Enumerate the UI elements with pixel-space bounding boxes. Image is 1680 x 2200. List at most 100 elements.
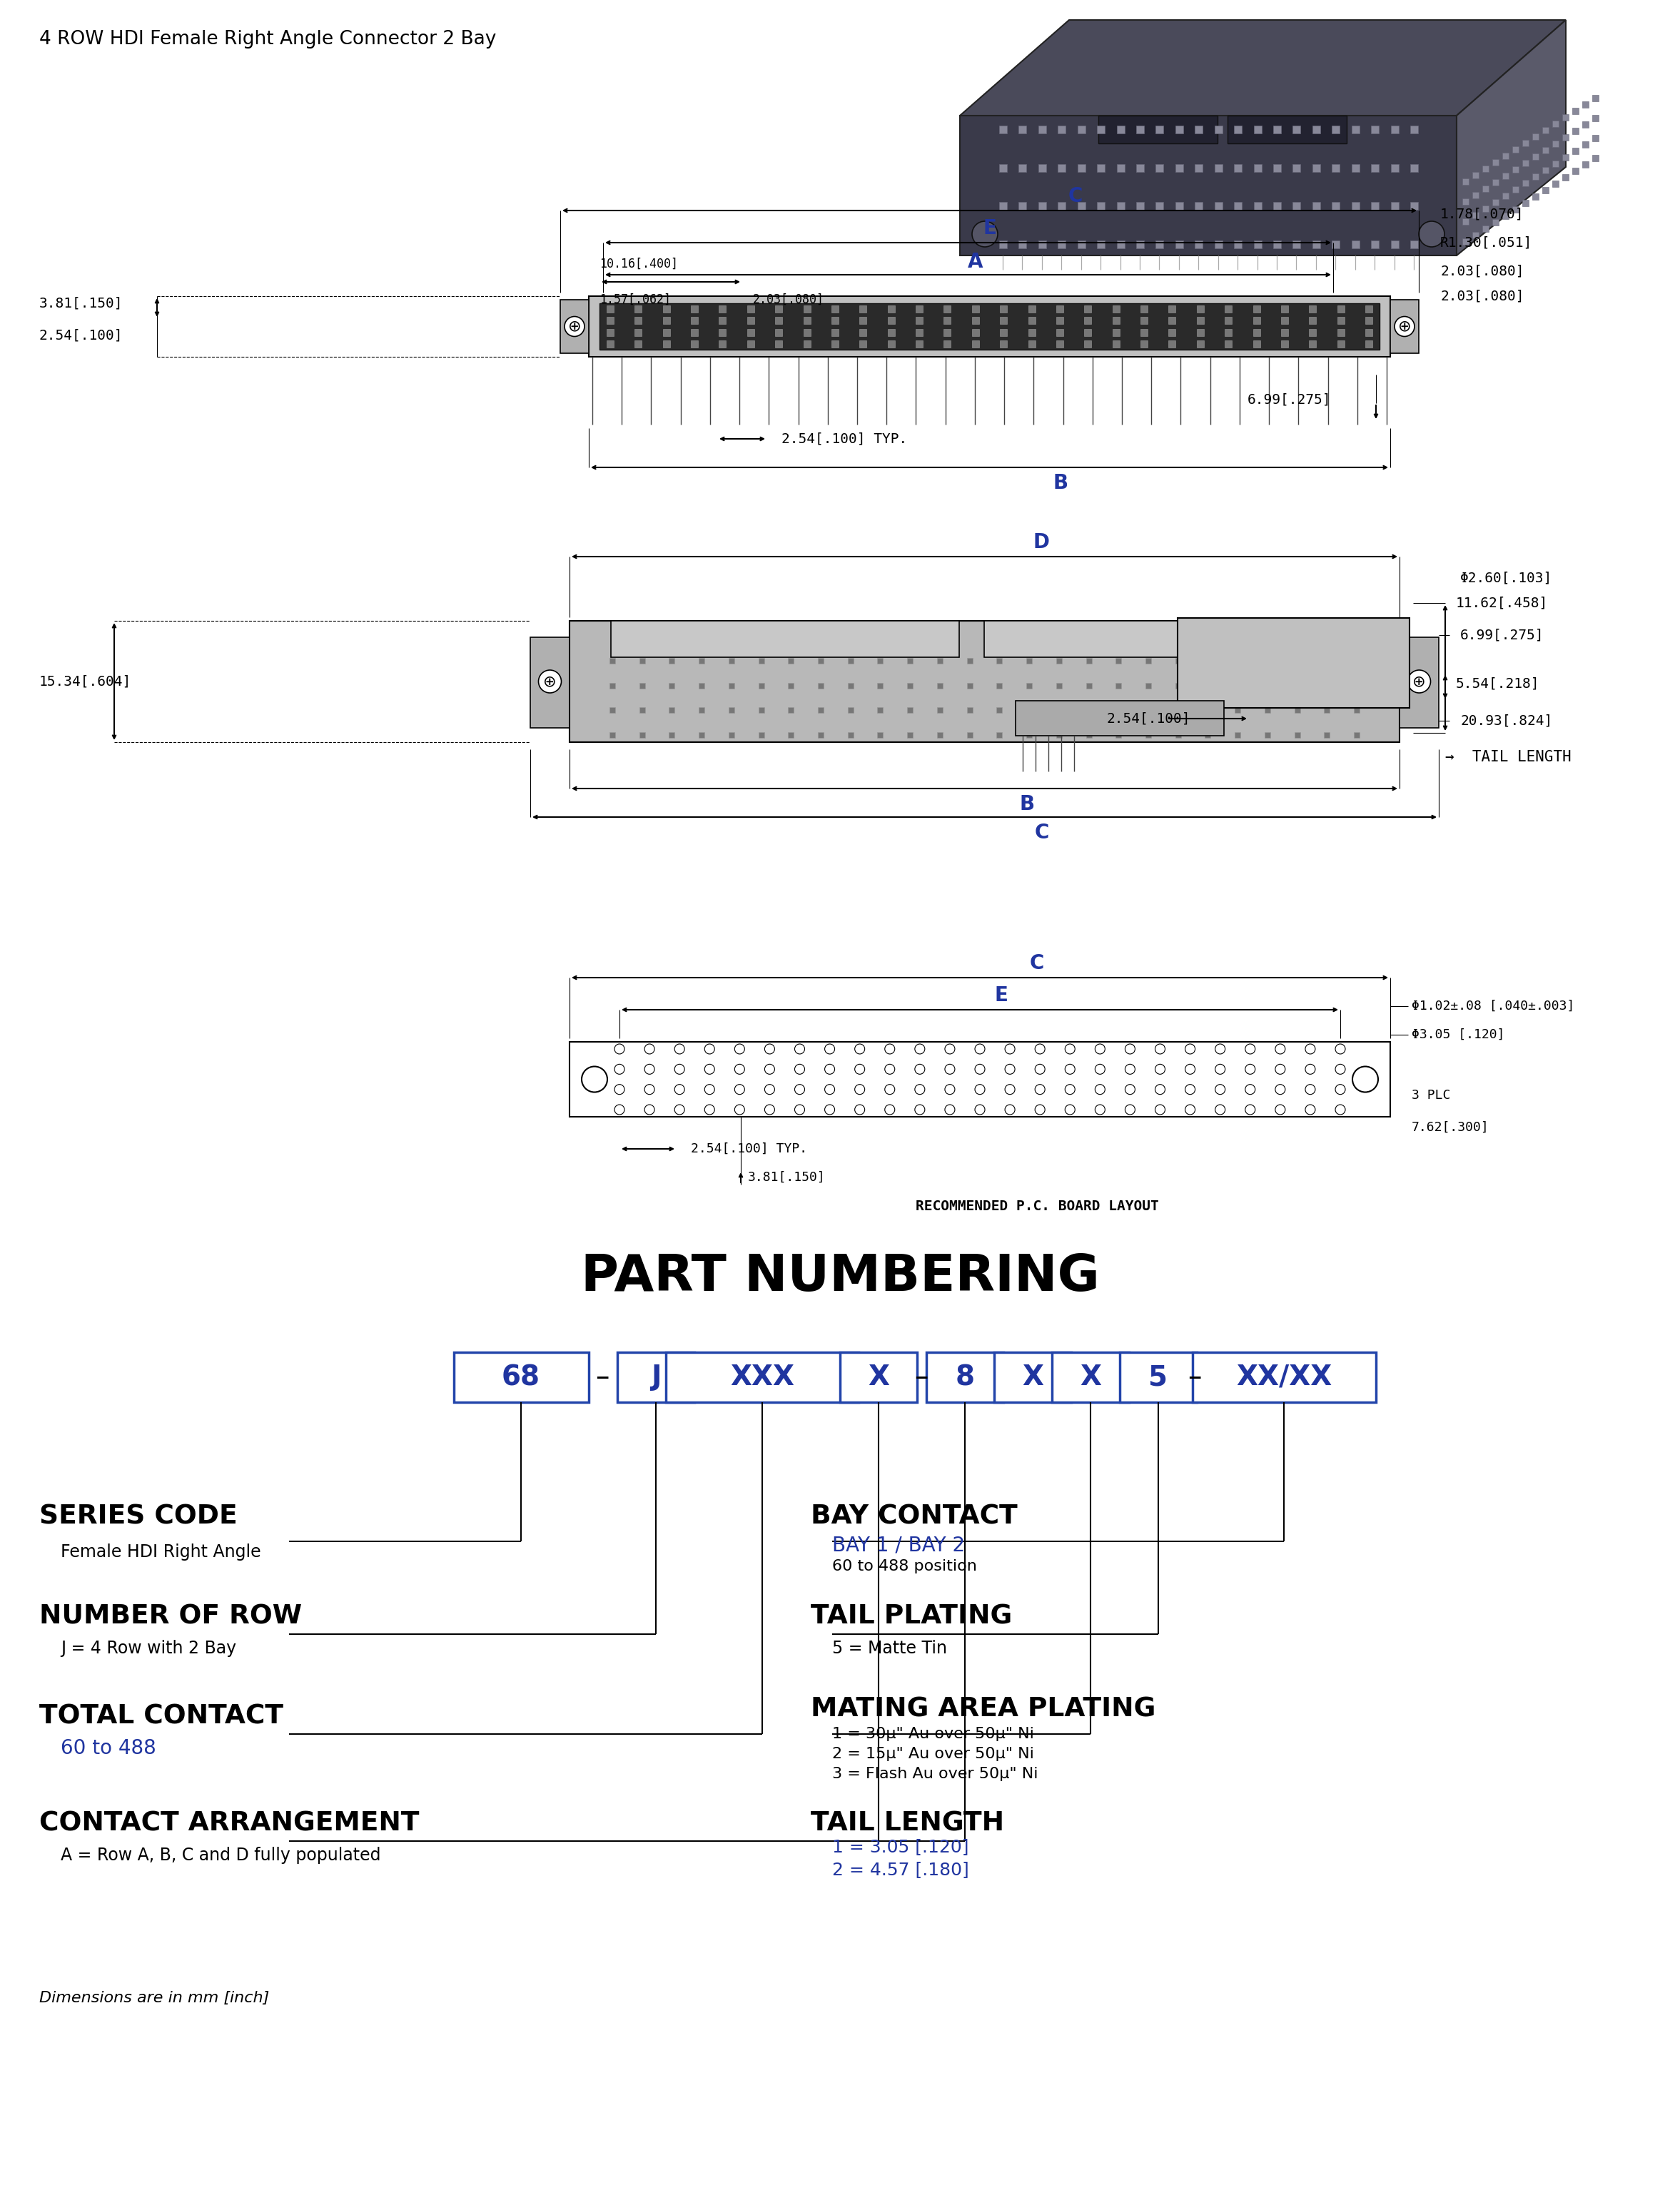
Bar	[877, 682, 884, 689]
Bar	[832, 306, 838, 312]
Text: –: –	[914, 1364, 929, 1390]
Bar	[1018, 240, 1026, 249]
Text: X: X	[1021, 1364, 1043, 1390]
Bar	[1077, 163, 1085, 172]
Text: B: B	[1020, 794, 1035, 814]
Text: 5.54[.218]: 5.54[.218]	[1457, 678, 1541, 691]
Bar	[1253, 317, 1260, 323]
Bar	[1492, 198, 1499, 205]
Bar	[1583, 161, 1589, 167]
Bar	[1235, 125, 1242, 134]
Bar	[1136, 202, 1144, 209]
Bar	[1294, 733, 1300, 737]
Bar	[1028, 341, 1035, 348]
Bar	[1280, 317, 1289, 323]
Bar	[1225, 317, 1231, 323]
Bar	[1492, 158, 1499, 165]
Bar	[1332, 163, 1339, 172]
Bar	[1235, 202, 1242, 209]
Text: TOTAL CONTACT: TOTAL CONTACT	[39, 1703, 284, 1729]
Bar	[1176, 682, 1181, 689]
Bar	[1057, 341, 1063, 348]
Text: BAY CONTACT: BAY CONTACT	[811, 1503, 1018, 1529]
Bar	[1235, 163, 1242, 172]
Text: J = 4 Row with 2 Bay: J = 4 Row with 2 Bay	[60, 1639, 237, 1657]
Bar	[1085, 658, 1092, 664]
Circle shape	[1305, 1104, 1315, 1115]
Bar	[1309, 317, 1315, 323]
Bar	[803, 306, 810, 312]
Bar	[973, 306, 979, 312]
Text: 68: 68	[502, 1364, 541, 1390]
Bar	[1121, 1353, 1196, 1401]
Text: E: E	[983, 218, 996, 238]
Bar	[1502, 152, 1509, 158]
Circle shape	[974, 1065, 984, 1074]
Bar	[1058, 163, 1065, 172]
Bar	[1593, 154, 1599, 161]
Bar	[1265, 733, 1270, 737]
Bar	[1312, 240, 1320, 249]
Bar	[1273, 163, 1282, 172]
Bar	[1410, 125, 1418, 134]
Bar	[1028, 306, 1035, 312]
Bar	[1085, 733, 1092, 737]
Bar	[610, 733, 615, 737]
Bar	[1253, 163, 1262, 172]
Text: 1.57[.062]: 1.57[.062]	[600, 293, 670, 306]
Bar	[937, 733, 942, 737]
Bar	[1532, 134, 1539, 141]
Bar	[788, 733, 795, 737]
Circle shape	[825, 1065, 835, 1074]
Bar	[635, 317, 642, 323]
Bar	[1225, 341, 1231, 348]
Circle shape	[825, 1104, 835, 1115]
Bar	[1265, 708, 1270, 713]
Bar	[635, 306, 642, 312]
Text: 2.54[.100]: 2.54[.100]	[1105, 713, 1189, 726]
Bar	[454, 1353, 588, 1401]
Text: NUMBER OF ROW: NUMBER OF ROW	[39, 1604, 302, 1630]
Circle shape	[764, 1065, 774, 1074]
Bar	[1265, 658, 1270, 664]
Circle shape	[1065, 1104, 1075, 1115]
Bar	[1057, 682, 1062, 689]
Bar	[1000, 341, 1006, 348]
Bar	[1026, 708, 1032, 713]
Bar	[1324, 658, 1331, 664]
Bar	[860, 341, 867, 348]
Bar	[617, 1353, 694, 1401]
Circle shape	[1126, 1104, 1136, 1115]
Bar	[803, 341, 810, 348]
Text: C: C	[1068, 187, 1082, 207]
Bar	[818, 658, 823, 664]
Text: R1.30[.051]: R1.30[.051]	[1440, 235, 1532, 249]
Text: C: C	[1035, 823, 1048, 843]
Circle shape	[885, 1104, 895, 1115]
Bar	[1116, 682, 1121, 689]
Bar	[748, 341, 754, 348]
Text: X: X	[869, 1364, 889, 1390]
Text: 7.62[.300]: 7.62[.300]	[1411, 1122, 1488, 1133]
Bar	[1026, 658, 1032, 664]
Bar	[1332, 202, 1339, 209]
Bar	[1309, 306, 1315, 312]
Bar	[1522, 161, 1529, 167]
Bar	[774, 306, 783, 312]
Text: A = Row A, B, C and D fully populated: A = Row A, B, C and D fully populated	[60, 1846, 381, 1863]
Bar	[1215, 202, 1223, 209]
Text: Female HDI Right Angle: Female HDI Right Angle	[60, 1544, 260, 1560]
Text: 1 = 3.05 [.120]: 1 = 3.05 [.120]	[832, 1839, 969, 1855]
Bar	[1097, 202, 1105, 209]
Bar	[1552, 180, 1559, 187]
Bar	[1136, 240, 1144, 249]
Circle shape	[1215, 1045, 1225, 1054]
Bar	[1294, 125, 1300, 134]
Bar	[1280, 341, 1289, 348]
Bar	[996, 682, 1003, 689]
Bar	[1097, 125, 1105, 134]
Circle shape	[615, 1104, 625, 1115]
Bar	[610, 658, 615, 664]
Bar	[959, 117, 1457, 255]
Bar	[1085, 682, 1092, 689]
